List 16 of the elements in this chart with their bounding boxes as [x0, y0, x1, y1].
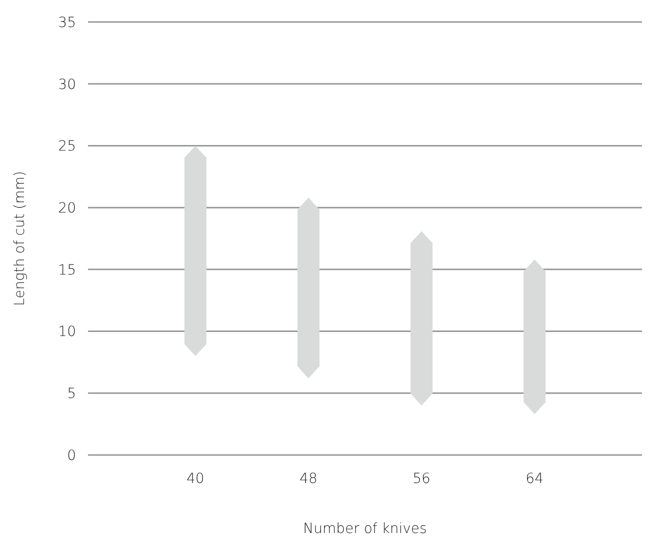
y-axis-title: Length of cut (mm) — [12, 171, 28, 306]
y-tick-label: 0 — [67, 448, 76, 464]
x-tick-label: 48 — [300, 471, 318, 487]
y-tick-label: 35 — [58, 14, 76, 31]
x-tick-label: 40 — [186, 471, 204, 487]
y-tick-label: 20 — [58, 200, 76, 216]
bar — [184, 146, 206, 356]
y-tick-label: 10 — [58, 324, 76, 340]
x-tick-label: 64 — [526, 471, 544, 487]
y-tick-label: 25 — [58, 138, 76, 155]
x-tick-label: 56 — [412, 471, 430, 487]
y-tick-label: 15 — [58, 262, 76, 278]
x-axis-title: Number of knives — [303, 521, 427, 537]
y-tick-label: 5 — [67, 386, 76, 402]
bar — [297, 198, 320, 378]
y-tick-label: 30 — [58, 76, 76, 93]
